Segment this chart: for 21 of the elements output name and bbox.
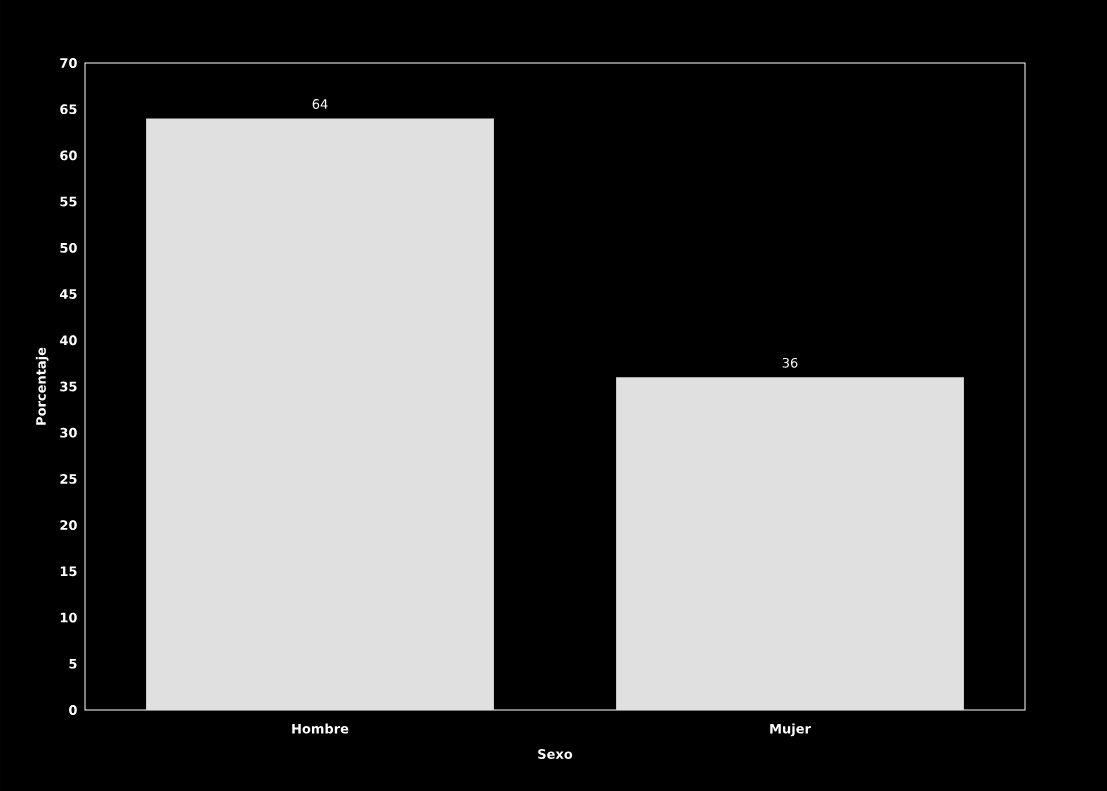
x-tick-label: Mujer bbox=[770, 723, 811, 737]
y-tick-label: 20 bbox=[60, 520, 77, 531]
y-tick-label: 0 bbox=[69, 705, 77, 715]
data-label: 64 bbox=[312, 99, 328, 109]
y-tick-label: 45 bbox=[59, 289, 77, 299]
y-tick-label: 10 bbox=[60, 612, 77, 623]
y-tick-label: 70 bbox=[60, 58, 77, 68]
y-tick-label: 15 bbox=[60, 566, 77, 577]
y-tick-label: 55 bbox=[60, 196, 77, 207]
x-tick-label: Hombre bbox=[292, 723, 349, 734]
y-tick-label: 40 bbox=[59, 335, 77, 346]
y-axis-title: Porcentaje bbox=[35, 347, 49, 425]
y-tick-label: 35 bbox=[60, 381, 77, 392]
data-label: 36 bbox=[782, 357, 798, 368]
y-tick-label: 25 bbox=[60, 474, 77, 484]
y-tick-label: 50 bbox=[60, 242, 77, 253]
y-tick-label: 65 bbox=[60, 104, 77, 115]
x-axis-title: Sexo bbox=[538, 749, 573, 759]
y-tick-label: 60 bbox=[60, 150, 77, 161]
y-tick-label: 30 bbox=[60, 427, 77, 438]
y-tick-label: 5 bbox=[69, 658, 77, 669]
